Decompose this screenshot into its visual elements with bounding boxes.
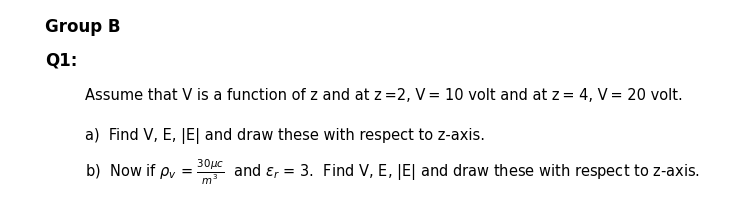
Text: b)  Now if $\rho_{v}$ = $\frac{30\mu c}{m^3}$  and $\varepsilon_{r}$ = 3.  Find : b) Now if $\rho_{v}$ = $\frac{30\mu c}{m…	[85, 158, 700, 187]
Text: Q1:: Q1:	[45, 52, 77, 70]
Text: a)  Find V, E, |E| and draw these with respect to z-axis.: a) Find V, E, |E| and draw these with re…	[85, 128, 485, 144]
Text: Group B: Group B	[45, 18, 121, 36]
Text: Assume that V is a function of z and at z =2, V = 10 volt and at z = 4, V = 20 v: Assume that V is a function of z and at …	[85, 88, 682, 103]
